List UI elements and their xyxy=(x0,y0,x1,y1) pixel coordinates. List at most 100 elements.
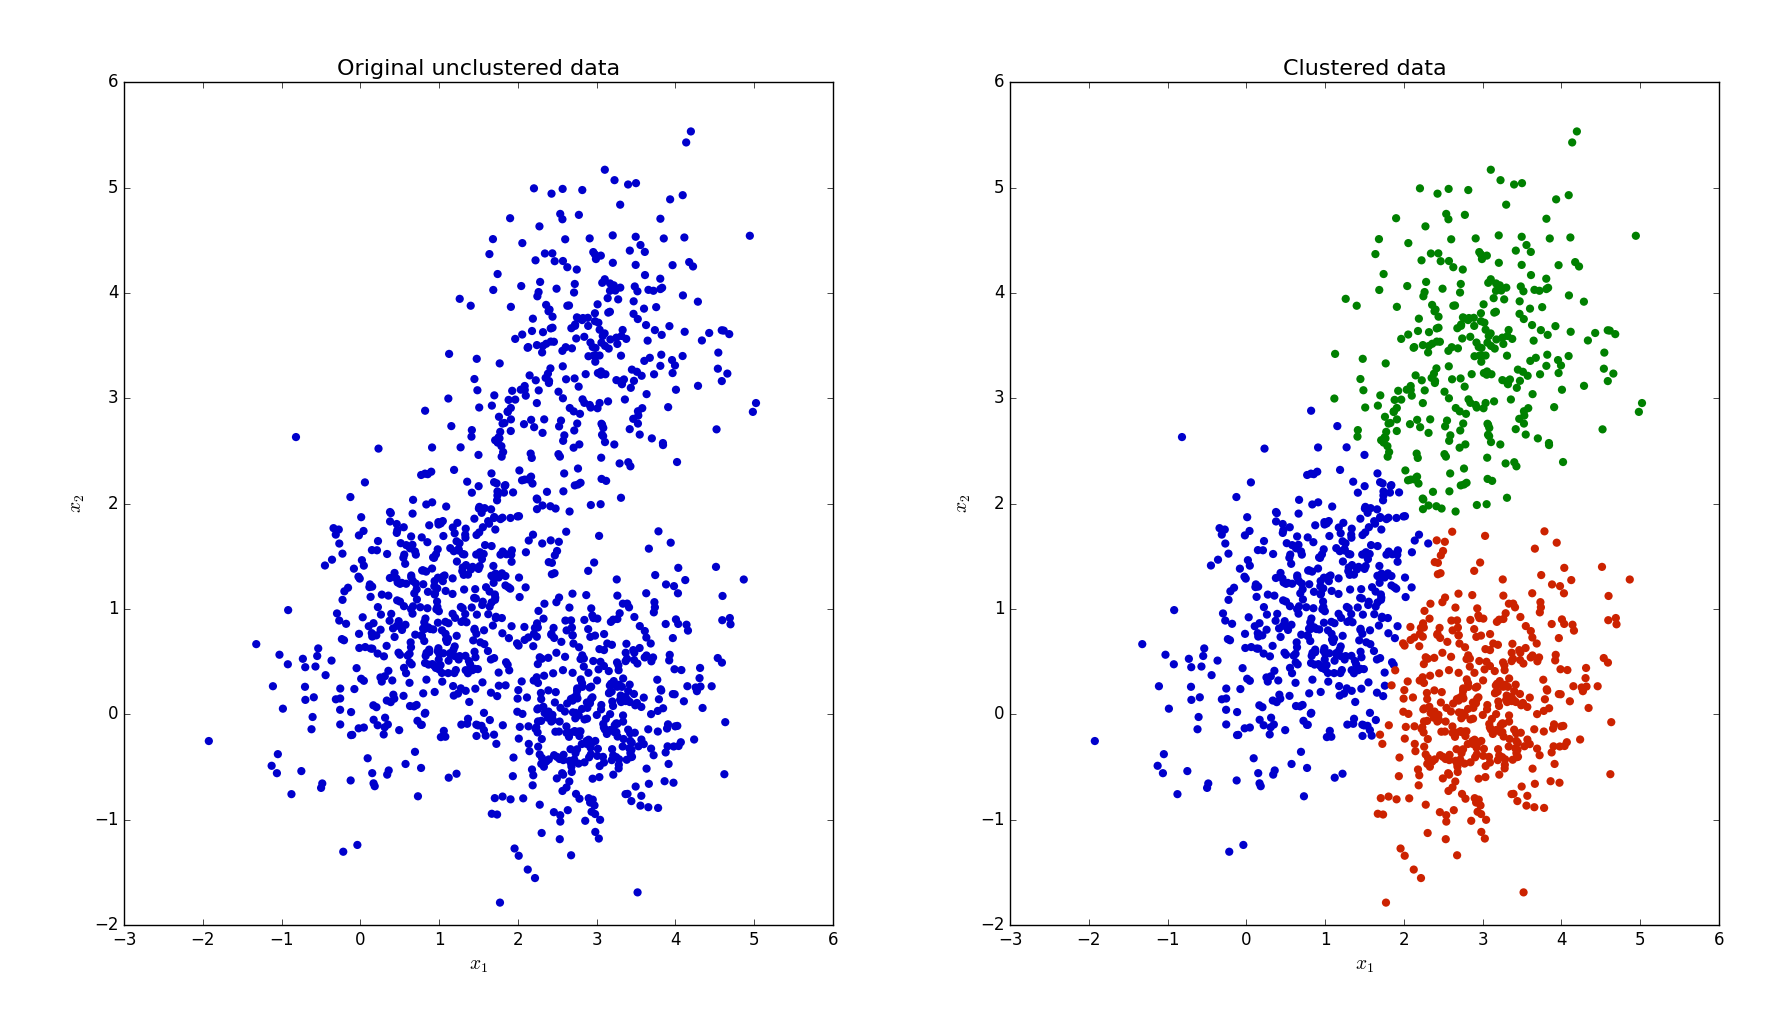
Point xyxy=(558,627,587,644)
Point xyxy=(1540,717,1568,733)
Point xyxy=(1175,651,1203,667)
Point xyxy=(346,626,374,642)
Point xyxy=(1387,331,1416,347)
Point xyxy=(1492,347,1520,364)
Point xyxy=(464,399,493,415)
Point xyxy=(1327,662,1356,678)
Point xyxy=(1246,775,1274,792)
Point xyxy=(1253,607,1281,623)
Point xyxy=(1462,397,1490,413)
Point xyxy=(1469,706,1497,723)
Point xyxy=(1547,357,1575,373)
Point xyxy=(370,726,399,742)
Point xyxy=(427,515,455,531)
Point xyxy=(1409,491,1437,508)
Point xyxy=(1597,713,1625,730)
Point xyxy=(400,743,429,760)
Point xyxy=(1545,774,1574,791)
Point xyxy=(1403,411,1432,428)
Point xyxy=(1375,510,1403,526)
Point xyxy=(1246,615,1274,631)
Point xyxy=(579,347,608,364)
Point xyxy=(473,642,501,659)
Point xyxy=(1370,435,1398,451)
Point xyxy=(1409,615,1437,631)
Point xyxy=(608,678,636,695)
Point xyxy=(360,615,388,631)
Point xyxy=(1529,800,1558,816)
Point xyxy=(1487,724,1515,740)
Point xyxy=(540,547,569,563)
Point xyxy=(454,566,482,583)
Point xyxy=(358,628,386,645)
Point xyxy=(1317,567,1345,584)
Point xyxy=(1368,565,1396,582)
Point xyxy=(1494,738,1522,755)
Point xyxy=(1235,672,1263,689)
Point xyxy=(1350,560,1379,577)
Point xyxy=(1501,420,1529,437)
Point xyxy=(395,698,424,714)
Point xyxy=(1184,708,1212,725)
Point xyxy=(563,461,592,477)
Point xyxy=(402,547,431,563)
Point xyxy=(1212,717,1240,733)
Point xyxy=(516,743,544,760)
Point xyxy=(601,717,629,733)
Point xyxy=(574,732,602,748)
Point xyxy=(631,353,659,369)
Point xyxy=(282,429,310,445)
Point xyxy=(1379,546,1407,562)
Point xyxy=(415,584,443,600)
Point xyxy=(1448,704,1476,721)
Point xyxy=(622,695,650,711)
Point xyxy=(686,670,714,687)
Point xyxy=(606,455,634,472)
Point xyxy=(572,700,601,717)
Point xyxy=(1432,418,1460,435)
Point xyxy=(1471,315,1499,331)
Point xyxy=(519,767,548,783)
Point xyxy=(425,661,454,677)
Point xyxy=(399,537,427,553)
Point xyxy=(491,477,519,493)
Point xyxy=(1476,161,1504,178)
Point xyxy=(1260,767,1288,783)
Point xyxy=(530,759,558,775)
Point xyxy=(409,633,438,650)
Point xyxy=(601,724,629,740)
Point xyxy=(1271,722,1299,738)
Point xyxy=(1494,678,1522,695)
Point xyxy=(450,613,478,629)
Point xyxy=(337,727,365,743)
Point xyxy=(546,713,574,730)
Point xyxy=(542,543,571,559)
Point xyxy=(1249,646,1278,662)
Point xyxy=(475,515,503,531)
Point xyxy=(392,756,420,772)
Point xyxy=(360,778,388,795)
Point xyxy=(1545,686,1574,702)
Point xyxy=(462,526,491,543)
Point xyxy=(1320,630,1348,647)
Point xyxy=(443,515,471,531)
Point xyxy=(654,756,682,772)
Point xyxy=(602,678,631,695)
Point xyxy=(1400,861,1428,878)
Point xyxy=(328,631,356,648)
Point xyxy=(617,749,645,766)
Point xyxy=(1347,649,1375,665)
Point xyxy=(1533,211,1561,227)
Point xyxy=(482,589,510,605)
Point xyxy=(636,350,664,366)
Point xyxy=(1481,303,1510,320)
Point xyxy=(1269,571,1297,587)
Point xyxy=(1593,373,1621,390)
Point xyxy=(390,519,418,536)
Point xyxy=(1425,665,1453,682)
Point xyxy=(1488,724,1517,740)
Point xyxy=(1449,476,1478,492)
Point xyxy=(1481,677,1510,694)
Point xyxy=(1368,610,1396,626)
Point xyxy=(422,546,450,562)
